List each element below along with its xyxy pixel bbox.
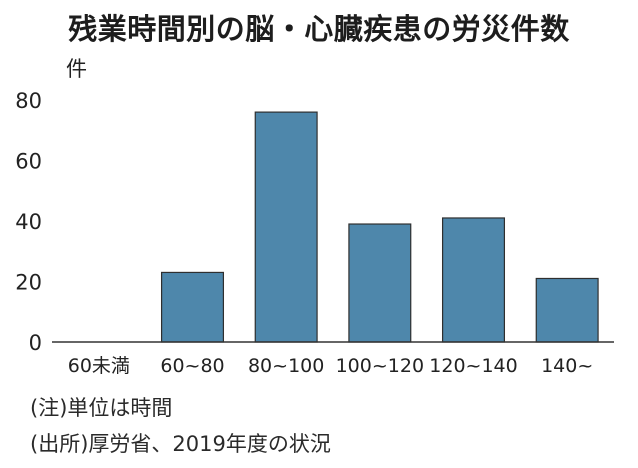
bar: [441, 217, 506, 343]
x-tick-label: 100~120: [336, 355, 424, 377]
y-tick-label: 40: [15, 210, 42, 234]
bar: [254, 111, 318, 343]
bar: [160, 271, 225, 343]
source-note: (出所)厚労省、2019年度の状況: [30, 432, 331, 456]
x-tick-label: 60~80: [160, 355, 224, 377]
chart-title: 残業時間別の脳・心臓疾患の労災件数: [68, 12, 570, 46]
y-tick-label: 80: [15, 89, 42, 113]
bar: [535, 277, 599, 343]
y-axis-unit-label: 件: [66, 57, 87, 81]
x-tick-label: 140~: [541, 355, 593, 377]
y-axis-ticks: 0 20 40 60 80: [15, 89, 42, 355]
y-tick-label: 20: [15, 271, 42, 295]
y-tick-label: 0: [29, 331, 42, 355]
y-tick-label: 60: [15, 150, 42, 174]
x-tick-label: 80~100: [248, 355, 324, 377]
x-tick-label: 60未満: [68, 355, 130, 377]
x-tick-label: 120~140: [429, 355, 517, 377]
unit-note: (注)単位は時間: [30, 396, 173, 420]
bars-group: [160, 111, 599, 343]
x-axis-ticks: 60未満 60~80 80~100 100~120 120~140 140~: [68, 355, 594, 377]
bar-chart: 件 0 20 40 60 80 60未満 60~80 80~100 100~120 120~14…: [15, 57, 614, 377]
bar: [348, 223, 412, 343]
